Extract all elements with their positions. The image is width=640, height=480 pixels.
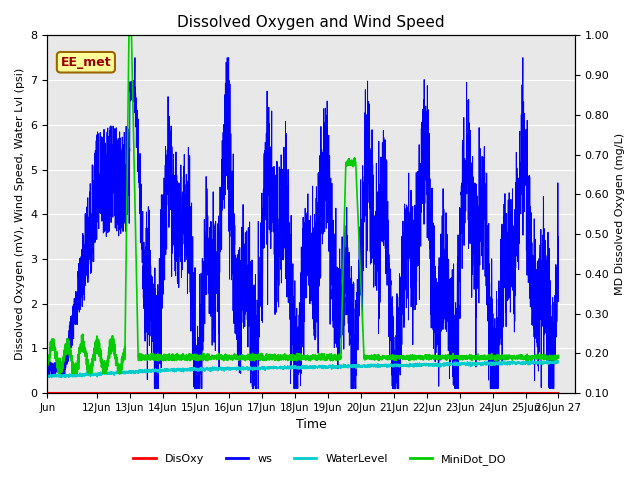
X-axis label: Time: Time [296,419,326,432]
Y-axis label: MD Dissolved Oxygen (mg/L): MD Dissolved Oxygen (mg/L) [615,133,625,295]
Text: EE_met: EE_met [61,56,111,69]
Title: Dissolved Oxygen and Wind Speed: Dissolved Oxygen and Wind Speed [177,15,445,30]
Y-axis label: Dissolved Oxygen (mV), Wind Speed, Water Lvl (psi): Dissolved Oxygen (mV), Wind Speed, Water… [15,68,25,360]
Legend: DisOxy, ws, WaterLevel, MiniDot_DO: DisOxy, ws, WaterLevel, MiniDot_DO [129,450,511,469]
